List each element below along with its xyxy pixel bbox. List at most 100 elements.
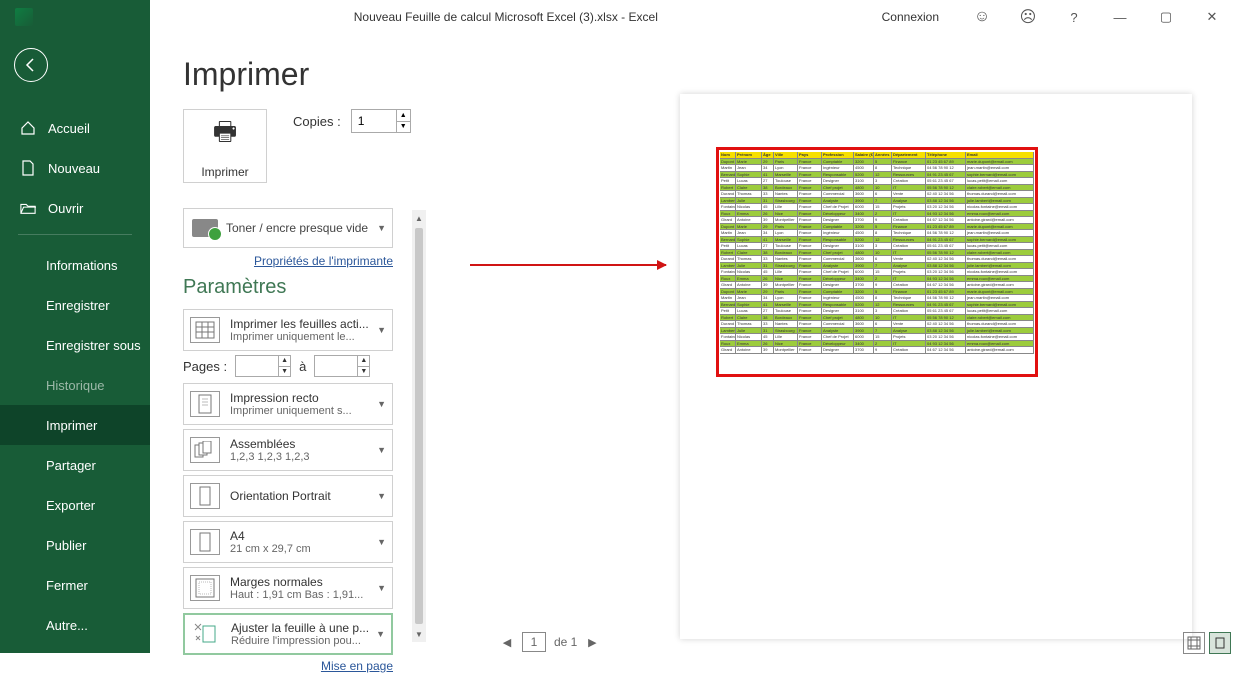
main-content: Imprimer 🖶 Imprimer Copies : 1 ▲ ▼ Toner… [150, 34, 1243, 653]
chevron-down-icon: ▼ [377, 537, 386, 547]
copies-row: Copies : 1 ▲ ▼ [293, 109, 411, 133]
printer-status-icon [192, 219, 218, 237]
preview-zoom-controls [1183, 632, 1231, 654]
nav-autre[interactable]: Autre... [0, 605, 150, 645]
nav-separator [18, 234, 132, 235]
page-setup-link[interactable]: Mise en page [183, 659, 393, 673]
nav-exporter[interactable]: Exporter [0, 485, 150, 525]
opt-orient: Orientation Portrait [230, 489, 331, 503]
pages-to-input[interactable]: ▲▼ [314, 355, 370, 377]
pages-row: Pages : ▲▼ à ▲▼ [183, 355, 411, 377]
collate-selector[interactable]: Assemblées 1,2,3 1,2,3 1,2,3 ▼ [183, 429, 393, 471]
settings-scrollbar[interactable]: ▲ ▼ [412, 210, 426, 642]
margins-selector[interactable]: Marges normales Haut : 1,91 cm Bas : 1,9… [183, 567, 393, 609]
titlebar: Nouveau Feuille de calcul Microsoft Exce… [0, 0, 1243, 34]
printer-icon: 🖶 [213, 113, 238, 157]
orientation-selector[interactable]: Orientation Portrait ▼ [183, 475, 393, 517]
opt-recto-l2: Imprimer uniquement s... [230, 405, 352, 417]
opt-paper-l1: A4 [230, 529, 311, 543]
copies-label: Copies : [293, 114, 341, 129]
page-number-input[interactable]: 1 [522, 632, 546, 652]
open-icon [20, 200, 36, 216]
copies-down[interactable]: ▼ [396, 122, 410, 133]
scroll-thumb[interactable] [415, 228, 423, 624]
titlebar-left [0, 0, 150, 34]
opt-sheets-l1: Imprimer les feuilles acti... [230, 317, 369, 331]
sides-selector[interactable]: Impression recto Imprimer uniquement s..… [183, 383, 393, 425]
nav-informations[interactable]: Informations [0, 245, 150, 285]
scroll-up-button[interactable]: ▲ [412, 210, 426, 226]
sad-face-icon[interactable]: ☹ [1005, 0, 1051, 34]
opt-fit-l1: Ajuster la feuille à une p... [231, 621, 369, 635]
chevron-down-icon: ▼ [376, 629, 385, 639]
scaling-selector[interactable]: Ajuster la feuille à une p... Réduire l'… [183, 613, 393, 655]
preview-page-nav: ◀ 1 de 1 ▶ [500, 632, 599, 652]
opt-collate-l2: 1,2,3 1,2,3 1,2,3 [230, 451, 310, 463]
help-button[interactable]: ? [1051, 0, 1097, 34]
nav-imprimer[interactable]: Imprimer [0, 405, 150, 445]
nav-enregistrer[interactable]: Enregistrer [0, 285, 150, 325]
collate-icon [190, 437, 220, 463]
excel-icon [15, 8, 33, 26]
opt-sheets-l2: Imprimer uniquement le... [230, 331, 369, 343]
print-settings-panel: Toner / encre presque vide ▼ Propriétés … [183, 208, 411, 681]
zoom-to-page-button[interactable] [1209, 632, 1231, 654]
opt-paper-l2: 21 cm x 29,7 cm [230, 543, 311, 555]
minimize-button[interactable]: — [1097, 0, 1143, 34]
chevron-down-icon: ▼ [377, 223, 386, 233]
fit-page-icon [191, 621, 221, 647]
next-page-button[interactable]: ▶ [585, 635, 599, 649]
recto-icon [190, 391, 220, 417]
chevron-down-icon: ▼ [377, 399, 386, 409]
login-button[interactable]: Connexion [862, 10, 959, 24]
home-icon [20, 120, 36, 136]
chevron-down-icon: ▼ [377, 491, 386, 501]
scroll-down-button[interactable]: ▼ [412, 626, 426, 642]
preview-table: NomPrénomÂgeVillePaysProfessionSalaire (… [720, 152, 1034, 354]
close-button[interactable]: ✕ [1189, 0, 1235, 34]
copies-up[interactable]: ▲ [396, 110, 410, 122]
document-title: Nouveau Feuille de calcul Microsoft Exce… [150, 10, 862, 24]
prev-page-button[interactable]: ◀ [500, 635, 514, 649]
page-of-label: de 1 [554, 635, 577, 649]
nav-historique: Historique [0, 365, 150, 405]
pages-to-down[interactable]: ▼ [357, 367, 369, 377]
nav-accueil[interactable]: Accueil [0, 108, 150, 148]
nav-fermer[interactable]: Fermer [0, 565, 150, 605]
printer-properties-link[interactable]: Propriétés de l'imprimante [183, 254, 393, 268]
preview-data-row: GirardAntoine39MontpellierFranceDesigner… [720, 347, 1034, 354]
nav-nouveau[interactable]: Nouveau [0, 148, 150, 188]
back-button[interactable] [14, 48, 48, 82]
copies-spinner: ▲ ▼ [396, 110, 410, 132]
pages-from-input[interactable]: ▲▼ [235, 355, 291, 377]
page-preview: NomPrénomÂgeVillePaysProfessionSalaire (… [680, 94, 1192, 639]
opt-recto-l1: Impression recto [230, 391, 352, 405]
pages-label: Pages : [183, 359, 227, 374]
copies-input[interactable]: 1 ▲ ▼ [351, 109, 411, 133]
portrait-icon [190, 483, 220, 509]
pages-from-down[interactable]: ▼ [278, 367, 290, 377]
happy-face-icon[interactable]: ☺ [959, 0, 1005, 34]
nav-enregistrersous[interactable]: Enregistrer sous [0, 325, 150, 365]
chevron-down-icon: ▼ [377, 445, 386, 455]
paper-size-selector[interactable]: A4 21 cm x 29,7 cm ▼ [183, 521, 393, 563]
pages-to-up[interactable]: ▲ [357, 356, 369, 367]
maximize-button[interactable]: ▢ [1143, 0, 1189, 34]
opt-margins-l2: Haut : 1,91 cm Bas : 1,91... [230, 589, 363, 601]
margins-icon [190, 575, 220, 601]
params-title: Paramètres [183, 276, 411, 299]
nav-publier[interactable]: Publier [0, 525, 150, 565]
nav-ouvrir[interactable]: Ouvrir [0, 188, 150, 228]
annotation-arrow [470, 264, 666, 266]
show-margins-button[interactable] [1183, 632, 1205, 654]
chevron-down-icon: ▼ [377, 583, 386, 593]
pages-from-up[interactable]: ▲ [278, 356, 290, 367]
sheets-icon [190, 317, 220, 343]
print-button[interactable]: 🖶 Imprimer [183, 109, 267, 183]
print-what-selector[interactable]: Imprimer les feuilles acti... Imprimer u… [183, 309, 393, 351]
printer-selector[interactable]: Toner / encre presque vide ▼ [183, 208, 393, 248]
copies-value: 1 [358, 114, 365, 128]
paper-icon [190, 529, 220, 555]
nav-partager[interactable]: Partager [0, 445, 150, 485]
pages-to-label: à [299, 359, 306, 374]
